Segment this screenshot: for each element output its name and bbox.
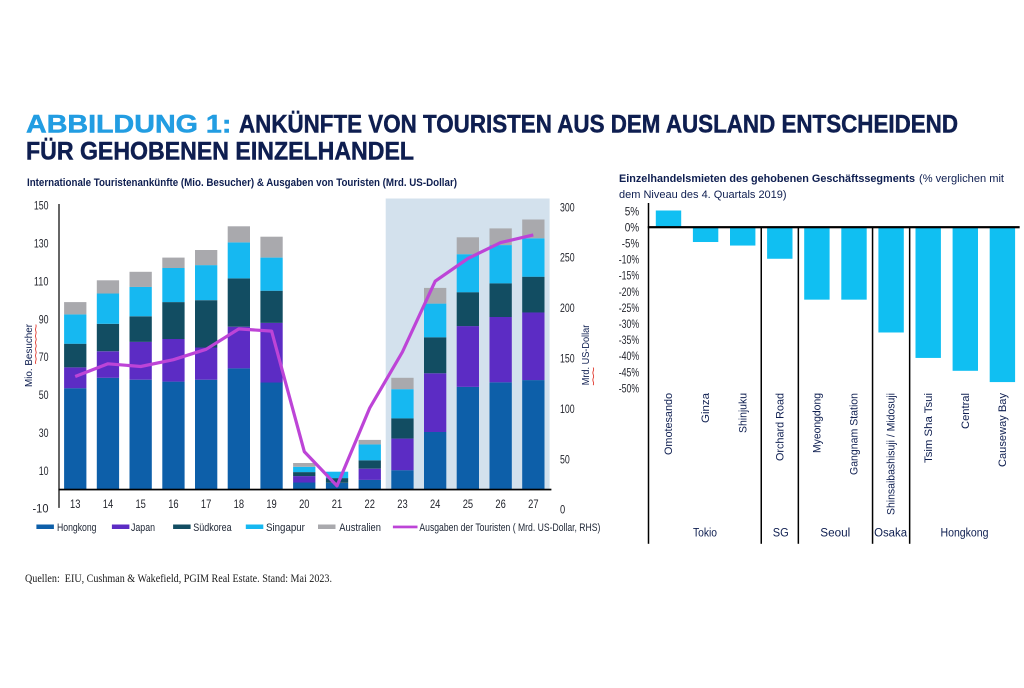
svg-text:19: 19 [266, 499, 276, 511]
svg-text:5%: 5% [625, 206, 640, 218]
svg-text:Japan: Japan [131, 522, 155, 534]
svg-text:22: 22 [365, 499, 375, 511]
svg-text:Tsim Sha Tsui: Tsim Sha Tsui [923, 393, 935, 463]
svg-text:ABBILDUNG 1:: ABBILDUNG 1: [26, 111, 231, 138]
svg-text:0: 0 [560, 505, 565, 517]
svg-text:18: 18 [234, 499, 244, 511]
svg-text:Seoul: Seoul [820, 528, 850, 540]
svg-text:Osaka: Osaka [874, 528, 908, 540]
svg-text:Südkorea: Südkorea [193, 522, 232, 534]
svg-text:17: 17 [201, 499, 211, 511]
svg-text:300: 300 [560, 202, 575, 214]
svg-text:100: 100 [560, 404, 575, 416]
svg-text:-20%: -20% [619, 287, 640, 299]
svg-text:150: 150 [560, 354, 575, 366]
svg-text:-25%: -25% [619, 303, 640, 315]
svg-text:Hongkong: Hongkong [941, 528, 989, 540]
svg-text:16: 16 [168, 499, 178, 511]
svg-text:50: 50 [560, 454, 570, 466]
svg-text:ANKÜNFTE VON TOURISTEN AUS DEM: ANKÜNFTE VON TOURISTEN AUS DEM AUSLAND E… [239, 111, 958, 138]
svg-text:-5%: -5% [622, 239, 640, 251]
svg-text:Omotesando: Omotesando [663, 393, 675, 455]
svg-text:Tokio: Tokio [693, 528, 717, 540]
svg-text:SG: SG [773, 528, 789, 540]
svg-text:dem Niveau des 4. Quartals 201: dem Niveau des 4. Quartals 2019) [619, 189, 787, 201]
svg-text:Ausgaben der Touristen ( Mrd.: Ausgaben der Touristen ( Mrd. US-Dollar,… [419, 522, 600, 534]
svg-text:150: 150 [34, 201, 49, 213]
svg-text:23: 23 [397, 499, 407, 511]
svg-text:-30%: -30% [619, 319, 640, 331]
svg-text:-15%: -15% [619, 271, 640, 283]
svg-text:200: 200 [560, 303, 575, 315]
svg-text:Gangnam Station: Gangnam Station [849, 393, 861, 475]
svg-text:110: 110 [34, 276, 49, 288]
svg-text:50: 50 [39, 390, 49, 402]
svg-text:90: 90 [39, 314, 49, 326]
svg-text:70: 70 [39, 352, 49, 364]
svg-text:Shinjuku: Shinjuku [737, 393, 749, 433]
svg-text:250: 250 [560, 253, 575, 265]
svg-text:30: 30 [39, 428, 49, 440]
svg-text:Orchard Road: Orchard Road [774, 393, 786, 461]
svg-text:15: 15 [135, 499, 145, 511]
svg-text:(% verglichen mit: (% verglichen mit [919, 173, 1005, 185]
svg-text:-10: -10 [33, 504, 49, 516]
svg-text:13: 13 [70, 499, 80, 511]
svg-text:Central: Central [960, 393, 972, 429]
svg-text:25: 25 [463, 499, 473, 511]
svg-text:Shinsaibashisuji / Midosuji: Shinsaibashisuji / Midosuji [886, 393, 898, 515]
svg-text:Quellen: EIU, Cushman & Wakef: Quellen: EIU, Cushman & Wakefield, PGIM … [25, 573, 332, 585]
svg-text:-35%: -35% [619, 335, 640, 347]
svg-text:Mrd. US-Dollar: Mrd. US-Dollar [581, 324, 592, 385]
svg-text:Internationale Touristenankünf: Internationale Touristenankünfte (Mio. B… [27, 177, 457, 189]
svg-text:FÜR GEHOBENEN EINZELHANDEL: FÜR GEHOBENEN EINZELHANDEL [26, 138, 414, 165]
svg-text:Ginza: Ginza [700, 393, 712, 423]
svg-text:14: 14 [103, 499, 114, 511]
svg-text:20: 20 [299, 499, 309, 511]
svg-text:Australien: Australien [339, 522, 381, 534]
svg-text:-50%: -50% [619, 383, 640, 395]
svg-text:Singapur: Singapur [266, 522, 305, 534]
svg-text:0%: 0% [625, 222, 640, 234]
svg-text:-10%: -10% [619, 255, 640, 267]
svg-text:21: 21 [332, 499, 342, 511]
svg-text:27: 27 [528, 499, 538, 511]
svg-text:Einzelhandelsmieten des gehobe: Einzelhandelsmieten des gehobenen Geschä… [619, 173, 915, 185]
svg-text:Myeongdong: Myeongdong [812, 393, 824, 453]
svg-text:-40%: -40% [619, 351, 640, 363]
svg-text:10: 10 [39, 466, 49, 478]
svg-text:26: 26 [495, 499, 505, 511]
svg-text:-45%: -45% [619, 367, 640, 379]
svg-text:Hongkong: Hongkong [57, 522, 97, 534]
svg-text:Causeway Bay: Causeway Bay [997, 392, 1009, 467]
svg-text:Mio. Besucher: Mio. Besucher [24, 323, 35, 387]
svg-text:130: 130 [34, 239, 49, 251]
svg-text:24: 24 [430, 499, 441, 511]
